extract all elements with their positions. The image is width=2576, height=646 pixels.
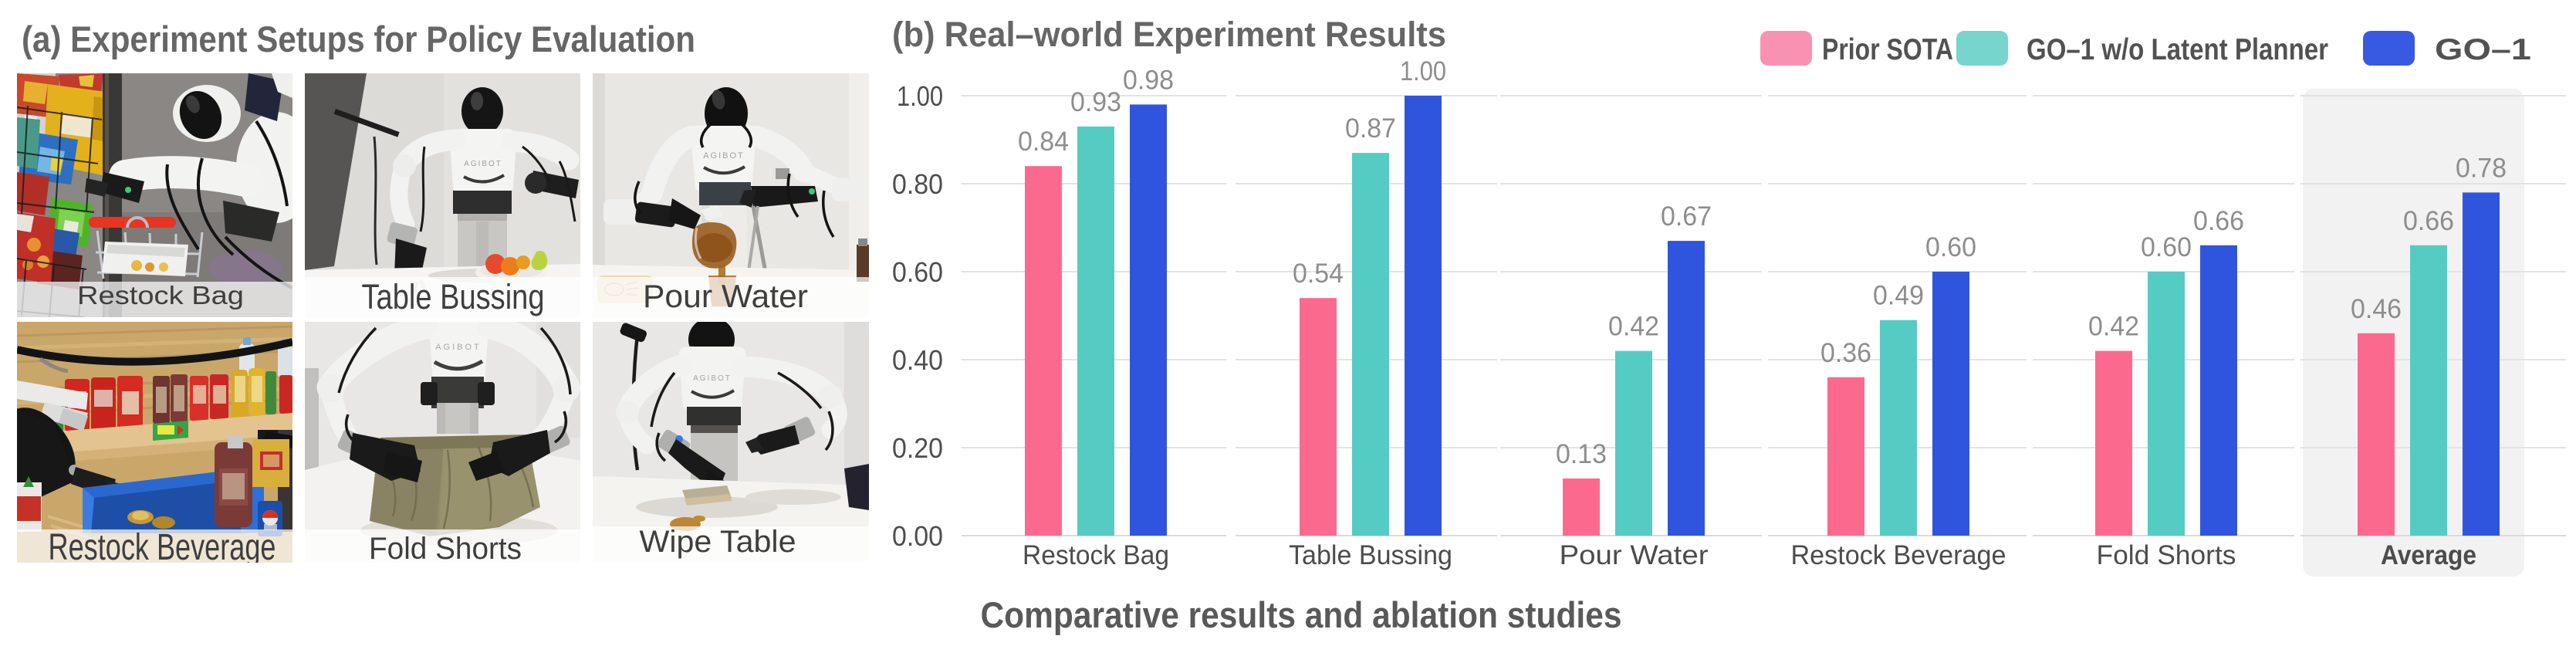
svg-text:0.60: 0.60 bbox=[2141, 232, 2192, 262]
svg-text:0.60: 0.60 bbox=[892, 256, 943, 288]
svg-text:0.67: 0.67 bbox=[1661, 201, 1712, 232]
svg-text:0.54: 0.54 bbox=[1293, 259, 1344, 289]
svg-text:0.60: 0.60 bbox=[1925, 232, 1976, 262]
svg-text:0.80: 0.80 bbox=[892, 168, 943, 200]
svg-text:0.42: 0.42 bbox=[2088, 312, 2139, 342]
svg-text:(b) Real–world Experiment Resu: (b) Real–world Experiment Results bbox=[892, 15, 1446, 54]
svg-text:0.87: 0.87 bbox=[1345, 113, 1396, 144]
svg-text:0.78: 0.78 bbox=[2456, 153, 2507, 183]
svg-text:0.20: 0.20 bbox=[892, 432, 943, 464]
svg-text:Prior SOTA: Prior SOTA bbox=[1822, 33, 1953, 66]
svg-text:0.66: 0.66 bbox=[2193, 206, 2244, 236]
svg-text:Comparative results and ablati: Comparative results and ablation studies bbox=[981, 594, 1622, 635]
svg-text:0.49: 0.49 bbox=[1873, 281, 1924, 311]
svg-text:1.00: 1.00 bbox=[897, 80, 943, 112]
svg-text:0.66: 0.66 bbox=[2403, 206, 2454, 236]
svg-text:0.93: 0.93 bbox=[1070, 87, 1121, 117]
svg-text:Pour Water: Pour Water bbox=[643, 278, 808, 314]
svg-text:1.00: 1.00 bbox=[1400, 56, 1446, 86]
svg-text:Fold Shorts: Fold Shorts bbox=[369, 532, 522, 566]
svg-text:0.00: 0.00 bbox=[892, 520, 943, 552]
svg-text:Fold Shorts: Fold Shorts bbox=[2097, 540, 2236, 570]
svg-text:Table Bussing: Table Bussing bbox=[362, 277, 545, 316]
svg-text:0.40: 0.40 bbox=[892, 344, 943, 376]
svg-text:Restock Bag: Restock Bag bbox=[1023, 540, 1169, 570]
svg-text:Restock Beverage: Restock Beverage bbox=[49, 527, 276, 568]
svg-text:Restock Beverage: Restock Beverage bbox=[1791, 540, 2006, 570]
svg-text:AGIBOT: AGIBOT bbox=[464, 160, 502, 168]
svg-text:0.98: 0.98 bbox=[1123, 65, 1174, 95]
svg-text:Pour Water: Pour Water bbox=[1560, 540, 1709, 570]
svg-text:(a) Experiment Setups for Poli: (a) Experiment Setups for Policy Evaluat… bbox=[22, 19, 695, 59]
svg-text:GO–1: GO–1 bbox=[2435, 33, 2531, 66]
svg-text:0.13: 0.13 bbox=[1556, 439, 1607, 469]
svg-text:Wipe Table: Wipe Table bbox=[640, 525, 796, 559]
svg-text:0.84: 0.84 bbox=[1018, 127, 1069, 157]
svg-text:Restock Bag: Restock Bag bbox=[77, 281, 244, 309]
svg-text:GO–1 w/o Latent Planner: GO–1 w/o Latent Planner bbox=[2027, 33, 2328, 66]
svg-text:0.42: 0.42 bbox=[1608, 312, 1659, 342]
svg-text:Average: Average bbox=[2381, 540, 2476, 570]
svg-text:0.36: 0.36 bbox=[1820, 338, 1871, 368]
svg-text:Table Bussing: Table Bussing bbox=[1289, 540, 1452, 570]
svg-text:AGIBOT: AGIBOT bbox=[693, 374, 732, 383]
svg-text:AGIBOT: AGIBOT bbox=[703, 151, 745, 161]
svg-text:AGIBOT: AGIBOT bbox=[435, 343, 482, 352]
svg-text:0.46: 0.46 bbox=[2351, 294, 2402, 324]
